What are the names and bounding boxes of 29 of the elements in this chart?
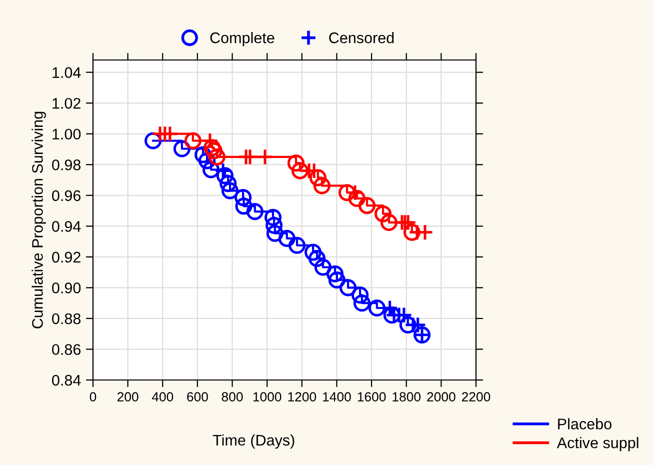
y-axis-title: Cumulative Proportion Surviving bbox=[32, 112, 46, 328]
x-tick-label: 2000 bbox=[427, 392, 456, 402]
x-tick-label: 0 bbox=[90, 392, 96, 402]
x-tick-label: 2200 bbox=[462, 392, 490, 402]
x-tick-label: 1400 bbox=[323, 392, 351, 402]
x-tick-label: 200 bbox=[117, 392, 138, 402]
x-axis-title: Time (Days) bbox=[212, 434, 294, 449]
x-tick-label: 800 bbox=[222, 392, 243, 402]
x-tick-label: 1000 bbox=[253, 392, 282, 402]
y-tick-label: 0.94 bbox=[52, 221, 81, 232]
y-tick-label: 0.96 bbox=[52, 190, 81, 202]
x-tick-label: 1800 bbox=[392, 392, 421, 402]
x-tick-label: 600 bbox=[187, 392, 208, 402]
legend-label: Active suppl bbox=[556, 437, 638, 452]
y-tick-label: 0.86 bbox=[52, 344, 81, 355]
y-tick-label: 0.84 bbox=[52, 374, 81, 386]
y-tick-label: 0.88 bbox=[52, 313, 81, 324]
y-tick-label: 0.98 bbox=[52, 159, 81, 170]
x-tick-label: 1200 bbox=[288, 392, 316, 402]
x-tick-label: 1600 bbox=[358, 392, 386, 402]
legend-label: Placebo bbox=[558, 418, 612, 430]
y-tick-label: 1.02 bbox=[52, 98, 80, 109]
y-tick-label: 1.04 bbox=[52, 67, 81, 78]
legend-label: Censored bbox=[329, 32, 394, 44]
y-tick-label: 0.92 bbox=[52, 252, 80, 263]
y-tick-label: 0.90 bbox=[52, 282, 81, 294]
x-tick-label: 400 bbox=[152, 392, 174, 402]
y-tick-label: 1.00 bbox=[52, 128, 81, 140]
legend-label: Complete bbox=[210, 32, 274, 46]
